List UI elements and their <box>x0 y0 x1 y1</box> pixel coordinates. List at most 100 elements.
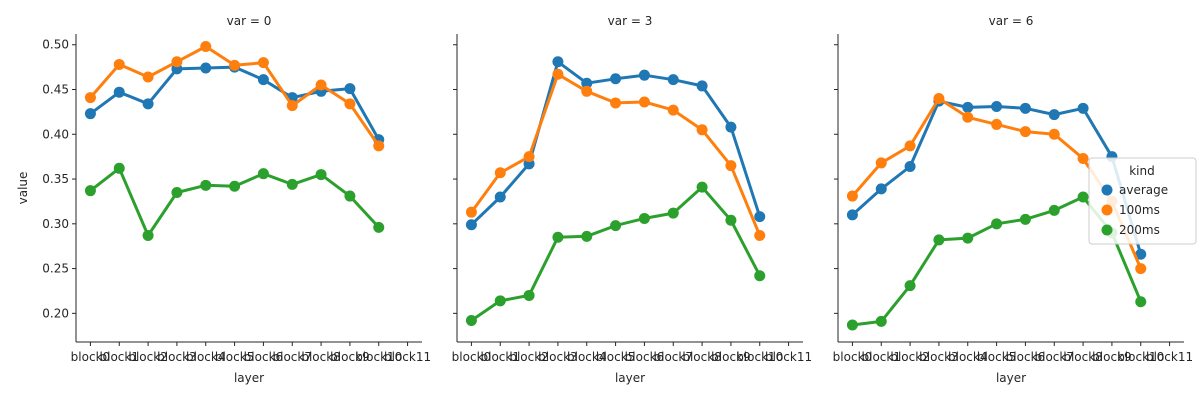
data-point-100ms <box>962 111 974 123</box>
legend-label: 200ms <box>1119 223 1160 237</box>
data-point-100ms <box>846 190 858 202</box>
data-point-average <box>610 73 622 85</box>
data-point-average <box>344 83 356 95</box>
x-tick-label: block8 <box>682 350 721 364</box>
data-point-200ms <box>904 280 916 292</box>
data-point-100ms <box>465 206 477 218</box>
data-point-average <box>638 69 650 81</box>
x-tick-label: block8 <box>1063 350 1102 364</box>
y-tick-label: 0.30 <box>42 217 69 231</box>
data-point-100ms <box>667 104 679 116</box>
x-tick-label: block5 <box>215 350 254 364</box>
legend-label: average <box>1119 183 1168 197</box>
x-tick-label: block9 <box>1092 350 1131 364</box>
data-point-100ms <box>171 56 183 68</box>
data-point-200ms <box>754 270 766 282</box>
y-tick-label: 0.45 <box>42 83 69 97</box>
data-point-100ms <box>638 96 650 108</box>
data-point-average <box>991 101 1003 113</box>
series-line-200ms <box>470 185 762 322</box>
x-tick-label: block4 <box>567 350 606 364</box>
x-tick-label: block8 <box>301 350 340 364</box>
data-point-200ms <box>171 186 183 198</box>
data-point-100ms <box>494 167 506 179</box>
data-point-average <box>696 80 708 92</box>
data-point-200ms <box>610 220 622 232</box>
data-point-average <box>1048 109 1060 121</box>
data-point-100ms <box>725 160 737 172</box>
data-point-100ms <box>257 57 269 69</box>
data-point-200ms <box>1019 213 1031 225</box>
x-tick-label: block0 <box>452 350 491 364</box>
data-point-200ms <box>638 212 650 224</box>
data-point-100ms <box>84 92 96 104</box>
data-point-200ms <box>315 169 327 181</box>
data-point-average <box>725 121 737 133</box>
data-point-200ms <box>552 231 564 243</box>
panel-title: var = 6 <box>989 14 1034 28</box>
data-point-200ms <box>875 315 887 327</box>
data-point-average <box>552 56 564 68</box>
y-tick-label: 0.40 <box>42 127 69 141</box>
data-point-average <box>1135 248 1147 260</box>
x-tick-label: block3 <box>538 350 577 364</box>
data-point-200ms <box>1048 204 1060 216</box>
data-point-200ms <box>696 181 708 193</box>
x-tick-label: block10 <box>1117 350 1164 364</box>
x-tick-label: block4 <box>186 350 225 364</box>
data-point-100ms <box>610 97 622 109</box>
data-point-100ms <box>200 41 212 53</box>
x-tick-label: block2 <box>509 350 548 364</box>
x-tick-label: block2 <box>128 350 167 364</box>
x-tick-label: block5 <box>977 350 1016 364</box>
data-point-100ms <box>552 68 564 80</box>
x-axis-label: layer <box>234 371 264 385</box>
data-point-100ms <box>315 79 327 91</box>
data-point-200ms <box>1135 296 1147 308</box>
data-point-100ms <box>1048 128 1060 140</box>
data-point-100ms <box>1019 126 1031 138</box>
x-tick-label: block11 <box>384 350 431 364</box>
data-point-average <box>113 86 125 98</box>
data-point-200ms <box>373 221 385 233</box>
y-axis-label: value <box>16 172 30 205</box>
series-line-200ms <box>89 166 380 237</box>
x-tick-label: block7 <box>273 350 312 364</box>
data-point-100ms <box>991 118 1003 130</box>
data-point-average <box>846 209 858 221</box>
y-tick-label: 0.35 <box>42 172 69 186</box>
x-tick-label: block2 <box>890 350 929 364</box>
data-point-100ms <box>904 140 916 152</box>
data-point-200ms <box>523 289 535 301</box>
x-tick-label: block5 <box>596 350 635 364</box>
data-point-100ms <box>696 124 708 136</box>
data-point-200ms <box>344 190 356 202</box>
data-point-200ms <box>991 218 1003 230</box>
x-tick-label: block1 <box>481 350 520 364</box>
data-point-100ms <box>523 151 535 163</box>
data-point-200ms <box>286 178 298 190</box>
data-point-100ms <box>1135 263 1147 275</box>
data-point-200ms <box>229 180 241 192</box>
data-point-200ms <box>257 168 269 180</box>
data-point-200ms <box>84 185 96 197</box>
data-point-average <box>875 183 887 195</box>
data-point-average <box>1077 102 1089 114</box>
data-point-average <box>142 98 154 110</box>
x-tick-label: block0 <box>833 350 872 364</box>
data-point-200ms <box>581 230 593 242</box>
data-point-average <box>667 74 679 86</box>
data-point-100ms <box>373 140 385 152</box>
x-tick-label: block10 <box>355 350 402 364</box>
legend-label: 100ms <box>1119 203 1160 217</box>
data-point-average <box>465 219 477 231</box>
series-line-average <box>470 60 762 226</box>
x-axis-label: layer <box>615 371 645 385</box>
data-point-200ms <box>725 214 737 226</box>
x-tick-label: block11 <box>765 350 812 364</box>
data-point-200ms <box>933 234 945 246</box>
data-point-200ms <box>846 319 858 331</box>
x-tick-label: block3 <box>919 350 958 364</box>
